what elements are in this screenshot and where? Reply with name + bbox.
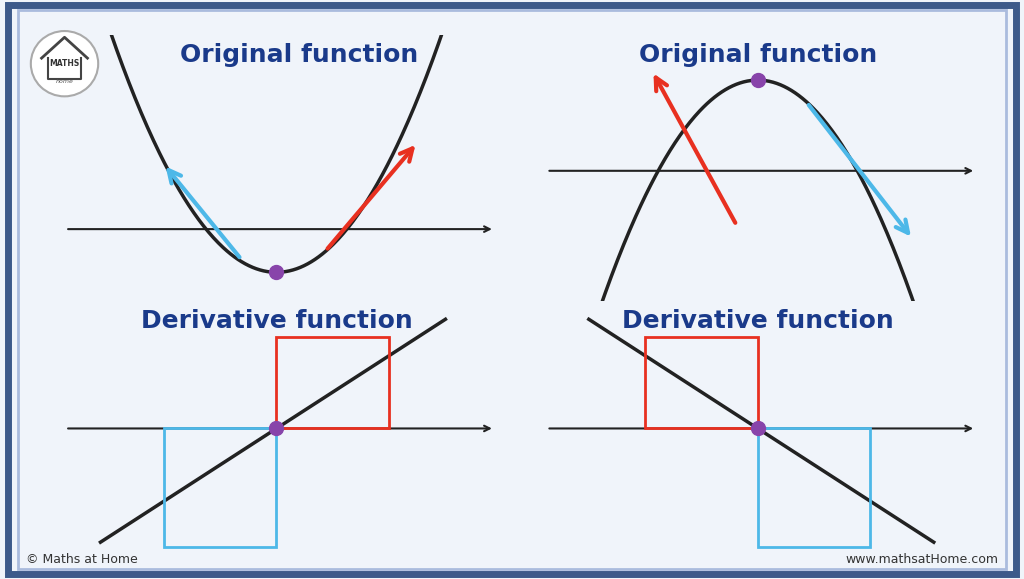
Text: Derivative function: Derivative function xyxy=(140,309,413,333)
Text: MATHS: MATHS xyxy=(49,59,80,68)
Text: Original function: Original function xyxy=(180,43,418,67)
Text: Derivative function: Derivative function xyxy=(622,309,894,333)
Text: www.mathsatHome.com: www.mathsatHome.com xyxy=(846,554,998,566)
Bar xyxy=(758,428,870,547)
Text: © Maths at Home: © Maths at Home xyxy=(26,554,137,566)
Bar xyxy=(276,338,389,428)
Text: Original function: Original function xyxy=(639,43,877,67)
Bar xyxy=(645,338,758,428)
Text: home: home xyxy=(55,79,74,85)
Circle shape xyxy=(31,31,98,96)
Bar xyxy=(164,428,276,547)
